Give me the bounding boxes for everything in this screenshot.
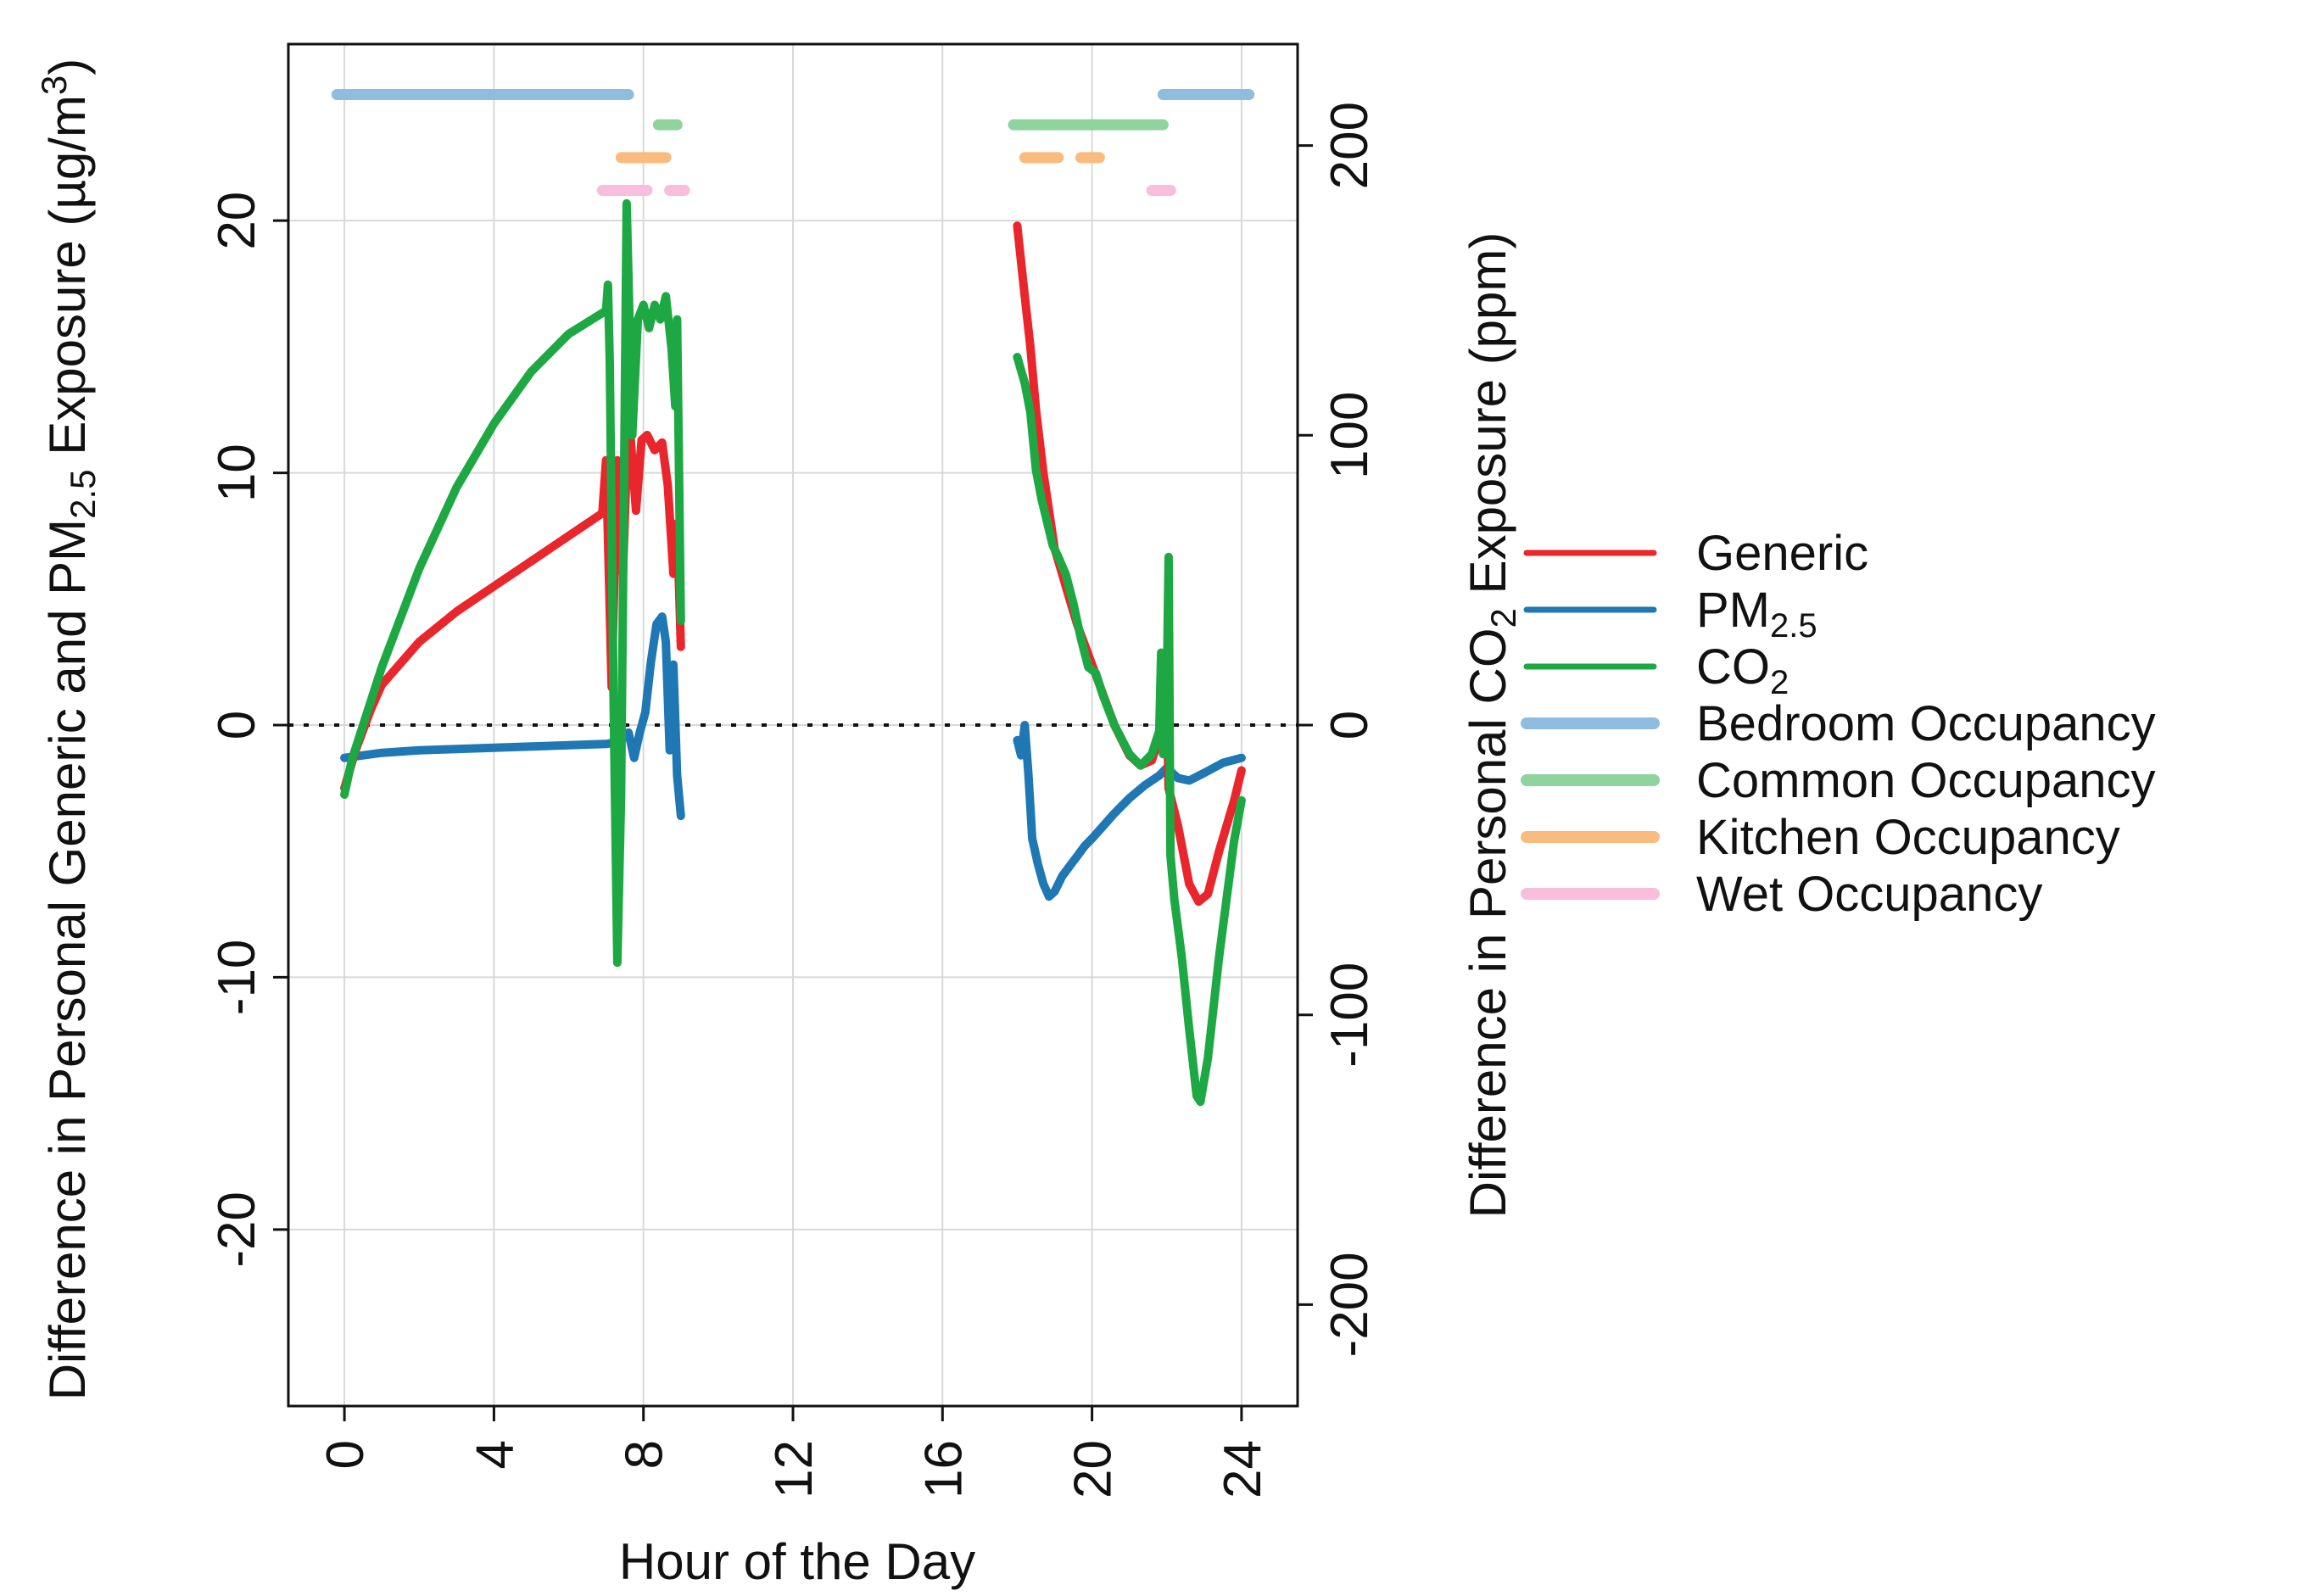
occupancy-bands (331, 88, 1255, 196)
series-line-1-segment-0 (340, 612, 685, 821)
x-tick-label-0: 0 (316, 1440, 375, 1469)
legend-label-pm25: PM2.5 (1696, 583, 1817, 645)
legend-label-wet: Wet Occupancy (1696, 867, 2042, 922)
right-axis-label: Difference in Personal CO2 Exposure (ppm… (1460, 232, 1523, 1219)
legend-label-kitchen: Kitchen Occupancy (1696, 810, 2120, 865)
x-tick-label-3: 12 (765, 1440, 824, 1498)
left-axis-ticks: -20 -10 0 10 20 (208, 192, 288, 1268)
left-tick-label-0: -20 (208, 1191, 266, 1268)
x-tick-label-5: 20 (1064, 1440, 1123, 1498)
x-tick-label-4: 16 (914, 1440, 973, 1498)
left-axis-label-sub: 2.5 (63, 469, 103, 518)
left-axis-label-sup: 3 (34, 75, 74, 95)
left-tick-label-1: -10 (208, 940, 266, 1016)
legend-label-generic: Generic (1696, 526, 1868, 581)
right-axis-label-suffix: Exposure (ppm) (1460, 232, 1516, 609)
left-axis-label-mid: Exposure (µg/m (39, 95, 96, 469)
right-axis-ticks: -200 -100 0 100 200 (1298, 102, 1379, 1357)
right-tick-label-1: -100 (1321, 963, 1379, 1068)
left-axis-label: Difference in Personal Generic and PM2.5… (34, 59, 103, 1401)
left-axis-label-prefix: Difference in Personal Generic and PM (39, 519, 96, 1400)
series-line-1-segment-1 (1013, 721, 1246, 901)
series-line-2-segment-1 (1013, 353, 1246, 1107)
right-tick-label-0: -200 (1321, 1252, 1379, 1357)
x-tick-label-6: 24 (1214, 1440, 1272, 1498)
x-tick-label-1: 4 (466, 1440, 524, 1469)
legend-label-co2: CO2 (1696, 639, 1789, 701)
left-tick-label-2: 0 (208, 711, 266, 739)
left-tick-label-3: 10 (208, 444, 266, 502)
x-axis-ticks: 0 4 8 12 16 20 24 (316, 1406, 1272, 1498)
right-axis-label-prefix: Difference in Personal CO (1460, 628, 1516, 1218)
x-tick-label-2: 8 (616, 1440, 674, 1469)
left-axis-label-suffix: ) (39, 59, 96, 75)
right-tick-label-3: 100 (1321, 392, 1379, 479)
right-axis-label-sub: 2 (1483, 608, 1523, 628)
series-line-2-segment-0 (340, 198, 685, 968)
data-lines (340, 198, 1246, 1107)
x-axis-label: Hour of the Day (619, 1533, 975, 1590)
right-tick-label-4: 200 (1321, 102, 1379, 189)
left-tick-label-4: 20 (208, 192, 266, 250)
legend-label-common: Common Occupancy (1696, 753, 2156, 808)
right-tick-label-2: 0 (1321, 711, 1379, 739)
legend-label-bedroom: Bedroom Occupancy (1696, 696, 2156, 751)
